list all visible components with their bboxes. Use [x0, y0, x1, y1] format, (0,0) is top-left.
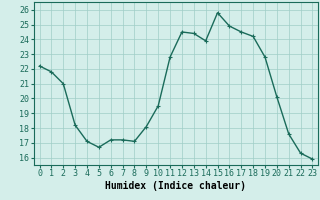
X-axis label: Humidex (Indice chaleur): Humidex (Indice chaleur): [106, 181, 246, 191]
